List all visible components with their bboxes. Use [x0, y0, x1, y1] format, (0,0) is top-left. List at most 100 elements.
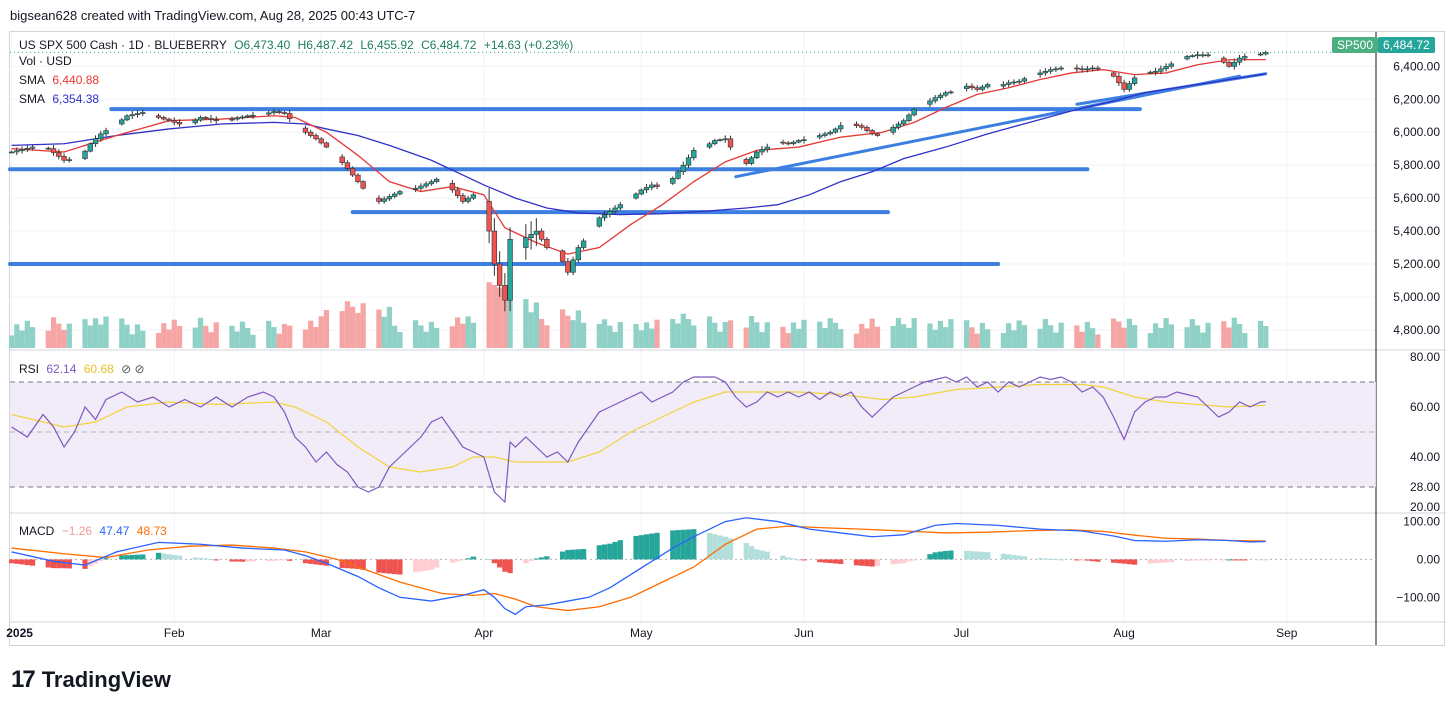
volume-bar — [1021, 325, 1028, 348]
macd-histogram-bar — [538, 557, 545, 560]
volume-bar — [580, 322, 587, 348]
macd-histogram-bar — [208, 559, 214, 561]
macd-histogram-bar — [969, 551, 975, 560]
volume-bar — [423, 331, 429, 348]
candle-body — [155, 115, 162, 118]
volume-bar — [1168, 324, 1174, 348]
volume-bar — [638, 330, 644, 348]
volume-bar — [1053, 332, 1059, 348]
macd-histogram-bar — [523, 559, 529, 564]
price-tick-label: 5,200.00 — [1393, 257, 1440, 271]
volume-bar — [1231, 317, 1237, 348]
volume-bar — [1095, 334, 1101, 348]
candle-body — [66, 159, 72, 161]
sma-fast-label: SMA — [19, 73, 46, 87]
macd-histogram-bar — [790, 558, 797, 560]
macd-histogram-bar — [943, 550, 949, 560]
macd-histogram-bar — [124, 555, 130, 560]
macd-histogram-bar — [496, 559, 503, 568]
volume-bar — [203, 325, 209, 348]
candle-body — [166, 118, 172, 122]
candle-body — [1147, 71, 1154, 74]
candle-body — [87, 143, 93, 152]
candle-body — [1037, 72, 1043, 75]
volume-bar — [455, 317, 461, 348]
candle-body — [124, 115, 130, 121]
volume-bar — [1116, 321, 1122, 348]
macd-histogram-bar — [1147, 559, 1153, 564]
rsi-tick-label: 40.00 — [1410, 450, 1440, 464]
volume-bar — [974, 333, 980, 348]
macd-histogram-bar — [418, 559, 424, 572]
macd-histogram-bar — [1016, 555, 1022, 560]
sma-slow-line — [11, 73, 1266, 216]
candle-body — [129, 114, 135, 117]
macd-histogram-bar — [455, 559, 461, 562]
volume-bar — [129, 334, 135, 348]
candle-body — [675, 171, 681, 179]
macd-histogram-bar — [176, 555, 183, 560]
rsi-hidden-icons: ⊘ ⊘ — [121, 362, 145, 376]
candle-body — [864, 126, 870, 131]
macd-histogram-bar — [1163, 559, 1169, 563]
candle-body — [339, 156, 345, 164]
candle-body — [580, 240, 587, 248]
candle-body — [1131, 77, 1138, 84]
candle-body — [134, 113, 141, 115]
macd-histogram-bar — [1231, 559, 1237, 561]
volume-bar — [570, 320, 576, 348]
macd-histogram-bar — [764, 551, 770, 560]
macd-histogram-bar — [266, 559, 272, 561]
volume-bar — [743, 327, 749, 348]
candle-body — [245, 115, 251, 118]
volume-bar — [92, 318, 99, 348]
macd-histogram-bar — [392, 559, 398, 575]
candle-body — [612, 207, 618, 212]
volume-bar — [339, 311, 345, 348]
candle-body — [19, 149, 25, 152]
macd-histogram-bar — [1184, 559, 1190, 561]
volume-bar — [654, 319, 660, 348]
candle-body — [643, 187, 650, 191]
tradingview-logo[interactable]: 17 TradingView — [11, 666, 171, 694]
candle-body — [344, 162, 351, 169]
macd-histogram-bar — [250, 559, 256, 562]
macd-histogram-bar — [1189, 559, 1195, 561]
macd-histogram-bar — [654, 532, 660, 560]
candle-body — [743, 159, 749, 164]
candle-body — [979, 86, 986, 90]
candle-body — [418, 185, 424, 189]
candle-body — [1257, 53, 1264, 56]
volume-bar — [649, 328, 655, 348]
macd-histogram-bar — [1000, 553, 1007, 560]
volume-bar — [528, 312, 534, 348]
volume-bar — [87, 325, 93, 348]
macd-histogram-bar — [727, 538, 734, 560]
volume-bar — [754, 322, 760, 348]
macd-histogram-bar — [712, 534, 718, 560]
macd-histogram-bar — [754, 549, 760, 560]
volume-bar — [790, 322, 797, 348]
candle-body — [638, 189, 644, 195]
candle-body — [722, 138, 728, 141]
macd-histogram-bar — [1006, 554, 1012, 560]
candle-body — [1021, 78, 1028, 82]
candle-body — [1152, 70, 1159, 73]
volume-bar — [801, 319, 807, 348]
volume-bar — [596, 323, 602, 348]
candle-body — [596, 217, 602, 227]
macd-histogram-bar — [612, 541, 618, 560]
volume-bar — [1257, 320, 1264, 348]
candle-body — [50, 148, 57, 153]
macd-tick-label: −100.00 — [1396, 590, 1440, 604]
macd-histogram-bar — [234, 559, 240, 562]
volume-bar — [948, 319, 954, 348]
macd-histogram-bar — [785, 557, 791, 560]
volume-bar — [381, 316, 387, 348]
volume-bar — [817, 321, 823, 348]
macd-histogram-bar — [911, 559, 917, 561]
volume-bar — [1147, 333, 1153, 348]
macd-histogram-bar — [171, 554, 177, 560]
volume-bar — [428, 321, 435, 348]
